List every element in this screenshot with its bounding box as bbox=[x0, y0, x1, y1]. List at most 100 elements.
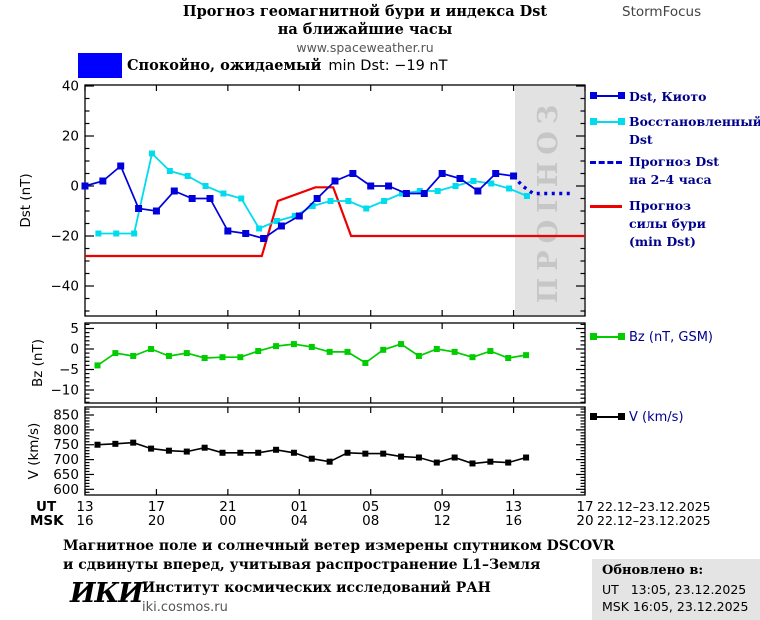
y-tick-label: 0 bbox=[70, 342, 79, 358]
data-point-v bbox=[344, 449, 351, 456]
data-point-kyoto bbox=[242, 230, 250, 237]
footer-note-1: Магнитное поле и солнечный ветер измерен… bbox=[63, 538, 615, 554]
data-point-bz bbox=[201, 355, 208, 362]
series-kyoto bbox=[84, 164, 514, 240]
data-point-v bbox=[165, 447, 172, 454]
legend-swatch-storm-forecast bbox=[590, 205, 622, 208]
data-point-bz bbox=[148, 346, 155, 352]
data-point-recovered bbox=[256, 225, 263, 232]
y-tick-label: −20 bbox=[51, 229, 80, 245]
y-tick-label: −40 bbox=[51, 279, 80, 295]
panel-border bbox=[84, 84, 586, 317]
legend-label-storm-2: силы бури bbox=[629, 216, 706, 231]
legend-line bbox=[590, 415, 625, 418]
data-point-bz bbox=[523, 352, 530, 359]
legend-marker bbox=[618, 333, 625, 340]
data-point-bz bbox=[505, 355, 512, 362]
y-axis-label: V (km/s) bbox=[26, 423, 42, 480]
series-recovered bbox=[98, 151, 528, 235]
data-point-recovered bbox=[166, 168, 173, 174]
data-point-bz bbox=[165, 352, 172, 359]
data-point-bz bbox=[344, 348, 351, 355]
data-point-v bbox=[505, 459, 512, 466]
data-point-recovered bbox=[309, 203, 316, 209]
data-point-kyoto bbox=[188, 195, 196, 202]
x-tick-label: 13 bbox=[76, 499, 93, 515]
data-point-bz bbox=[308, 343, 315, 350]
y-tick-label: −5 bbox=[59, 362, 79, 378]
data-point-kyoto bbox=[438, 170, 446, 177]
data-point-bz bbox=[237, 354, 244, 361]
data-point-bz bbox=[433, 346, 440, 352]
page-title-line2: на ближайшие часы bbox=[277, 21, 453, 38]
legend-label-v: V (km/s) bbox=[629, 410, 684, 425]
data-point-bz bbox=[130, 352, 137, 359]
data-point-v bbox=[433, 459, 440, 466]
page-title: Прогноз геомагнитной бури и индекса Dst bbox=[182, 3, 548, 20]
legend-label-storm-1: Прогноз bbox=[629, 198, 692, 213]
data-point-kyoto bbox=[474, 187, 482, 195]
data-point-recovered bbox=[113, 230, 120, 237]
y-tick-label: 700 bbox=[53, 452, 79, 468]
legend-marker bbox=[618, 92, 625, 99]
data-point-recovered bbox=[416, 188, 423, 194]
storm-level-swatch bbox=[78, 53, 122, 78]
x-tick-label: 05 bbox=[362, 499, 379, 515]
data-point-bz bbox=[112, 350, 119, 357]
data-point-v bbox=[308, 455, 315, 462]
x-axis-date-range: 22.12–23.12.2025 bbox=[597, 499, 711, 514]
x-tick-label: 21 bbox=[219, 499, 236, 515]
data-point-kyoto bbox=[117, 162, 125, 170]
y-tick-label: 600 bbox=[53, 482, 79, 498]
data-point-v bbox=[362, 450, 369, 457]
data-point-kyoto bbox=[385, 182, 393, 190]
footer-note-2: и сдвинуты вперед, учитывая распростране… bbox=[63, 557, 541, 573]
data-point-kyoto bbox=[331, 177, 339, 185]
data-point-v bbox=[380, 450, 387, 457]
x-tick-label: 17 bbox=[576, 499, 593, 515]
legend-swatch-forecast-dst bbox=[590, 161, 622, 164]
data-point-kyoto bbox=[510, 172, 518, 180]
status-text: Спокойно, ожидаемый min Dst: −19 nT bbox=[127, 57, 447, 74]
panel-border bbox=[84, 322, 586, 404]
x-tick-label: 09 bbox=[434, 499, 451, 515]
brand-label: StormFocus bbox=[622, 4, 702, 20]
data-point-kyoto bbox=[81, 182, 89, 190]
data-point-recovered bbox=[273, 218, 280, 224]
x-tick-label: 12 bbox=[434, 513, 451, 529]
panel-border bbox=[84, 406, 586, 496]
data-point-bz bbox=[273, 343, 280, 350]
data-point-bz bbox=[380, 346, 387, 353]
data-point-v bbox=[415, 454, 422, 461]
legend-label-recovered-2: Dst bbox=[629, 132, 653, 147]
legend-label-dst-kyoto: Dst, Киото bbox=[629, 89, 707, 104]
data-point-recovered bbox=[95, 230, 102, 237]
x-tick-label: 00 bbox=[219, 513, 236, 529]
x-tick-label: 16 bbox=[76, 513, 93, 529]
legend-swatch-recovered-dst bbox=[590, 118, 625, 125]
x-tick-label: 16 bbox=[505, 513, 522, 529]
y-tick-label: 40 bbox=[62, 79, 79, 95]
data-point-recovered bbox=[488, 180, 495, 187]
data-point-recovered bbox=[291, 213, 298, 219]
institute-name: Институт космических исследований РАН bbox=[142, 580, 491, 596]
data-point-v bbox=[398, 453, 405, 460]
data-point-recovered bbox=[381, 198, 388, 204]
legend-line bbox=[590, 335, 625, 338]
x-tick-label: 20 bbox=[576, 513, 593, 529]
x-tick-label: 04 bbox=[291, 513, 308, 529]
data-point-kyoto bbox=[492, 170, 500, 177]
data-point-v bbox=[290, 449, 297, 456]
data-point-recovered bbox=[184, 173, 191, 179]
data-point-bz bbox=[362, 359, 369, 366]
data-point-v bbox=[94, 441, 101, 448]
data-point-bz bbox=[255, 348, 262, 355]
data-point-v bbox=[148, 445, 155, 452]
updated-ut: UT 13:05, 23.12.2025 bbox=[602, 582, 747, 597]
data-point-recovered bbox=[452, 183, 459, 189]
data-point-recovered bbox=[506, 185, 513, 192]
y-tick-label: 750 bbox=[53, 437, 79, 453]
data-point-kyoto bbox=[224, 227, 232, 235]
x-axis-date-range: 22.12–23.12.2025 bbox=[597, 513, 711, 528]
legend-line bbox=[590, 120, 625, 123]
